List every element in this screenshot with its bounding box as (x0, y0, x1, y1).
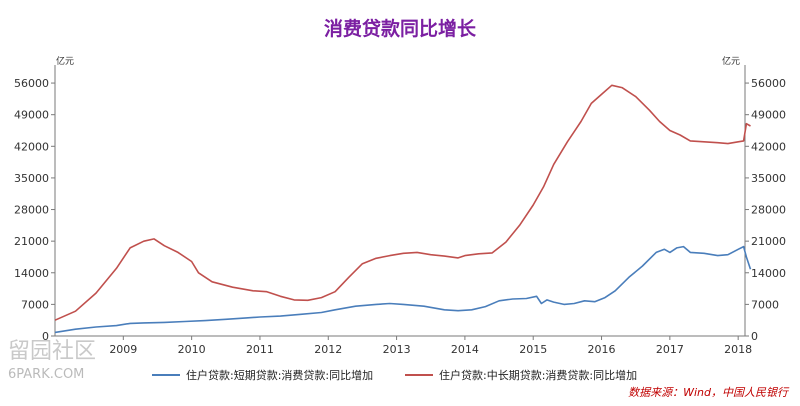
y-tick-label-right: 42000 (751, 140, 786, 153)
y-tick-label-right: 28000 (751, 204, 786, 217)
x-tick-label: 2014 (451, 343, 479, 356)
x-tick-label: 2016 (588, 343, 616, 356)
x-tick-label: 2015 (519, 343, 547, 356)
y-tick-label-left: 42000 (14, 140, 49, 153)
y-tick-label-left: 0 (42, 330, 49, 343)
y-tick-label-right: 0 (751, 330, 758, 343)
x-tick-label: 2009 (109, 343, 137, 356)
y-tick-label-left: 21000 (14, 235, 49, 248)
x-tick-label: 2010 (178, 343, 206, 356)
y-tick-label-right: 56000 (751, 77, 786, 90)
y-unit-left: 亿元 (56, 55, 74, 67)
series-line-1 (54, 245, 752, 334)
y-tick-label-left: 28000 (14, 204, 49, 217)
y-tick-label-right: 7000 (751, 298, 779, 311)
series-line-2 (54, 84, 751, 321)
y-tick-label-right: 14000 (751, 267, 786, 280)
y-tick-label-right: 35000 (751, 172, 786, 185)
y-tick-label-left: 49000 (14, 109, 49, 122)
y-tick-label-right: 49000 (751, 109, 786, 122)
x-tick-label: 2018 (724, 343, 752, 356)
watermark-text: 留园社区 (8, 339, 96, 364)
source-note: 数据来源：Wind，中国人民银行 (628, 386, 790, 399)
chart-title: 消费贷款同比增长 (323, 18, 476, 40)
x-tick-label: 2013 (383, 343, 411, 356)
x-tick-label: 2017 (656, 343, 684, 356)
y-tick-label-left: 35000 (14, 172, 49, 185)
y-unit-right: 亿元 (722, 55, 740, 67)
y-tick-label-left: 14000 (14, 267, 49, 280)
y-tick-label-left: 56000 (14, 77, 49, 90)
y-tick-label-right: 21000 (751, 235, 786, 248)
y-tick-label-left: 7000 (21, 298, 49, 311)
legend-label-1: 住户贷款:短期贷款:消费贷款:同比增加 (186, 368, 373, 382)
legend-label-2: 住户贷款:中长期贷款:消费贷款:同比增加 (439, 368, 637, 382)
x-tick-label: 2012 (314, 343, 342, 356)
watermark-url: 6PARK.COM (8, 367, 84, 382)
x-tick-label: 2011 (246, 343, 274, 356)
